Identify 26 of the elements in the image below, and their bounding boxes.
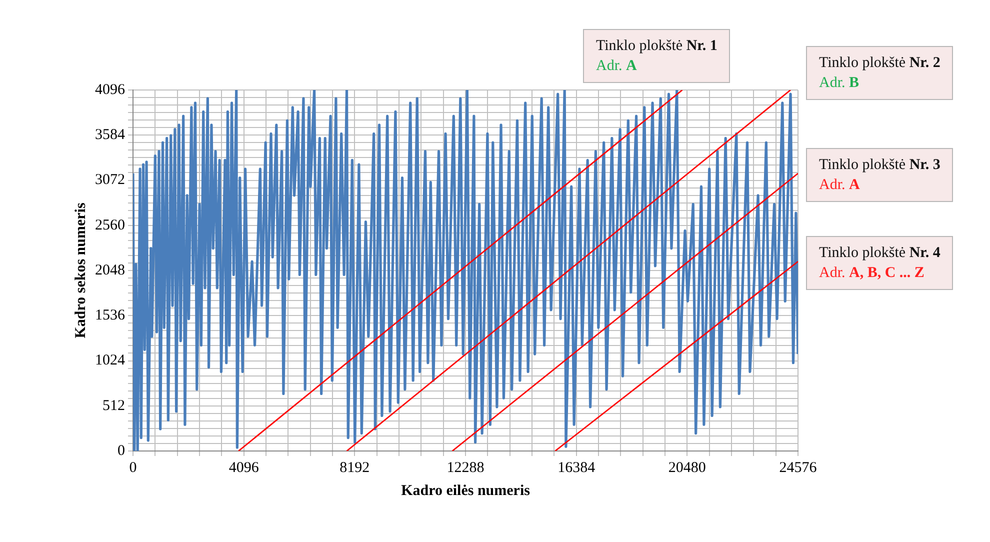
- y-tick-label: 3584: [95, 127, 126, 144]
- x-axis-title: Kadro eilės numeris: [401, 482, 530, 499]
- y-tick-label: 1536: [95, 308, 126, 324]
- text: Adr. A, B, C ... Z: [819, 265, 924, 281]
- y-tick-label: 2560: [95, 217, 125, 234]
- x-tick-label: 12288: [446, 460, 484, 476]
- y-tick-label: 0: [118, 442, 125, 459]
- text: Adr. B: [819, 75, 860, 91]
- text: Tinklo plokštė Nr. 1: [596, 38, 718, 54]
- text: Adr. A: [596, 58, 637, 74]
- text: Tinklo plokštė Nr. 2: [819, 55, 940, 71]
- y-tick-label: 512: [102, 398, 125, 414]
- y-tick-label: 4096: [95, 82, 126, 98]
- y-tick-label: 1024: [95, 352, 126, 369]
- text: Tinklo plokštė Nr. 4: [819, 245, 940, 261]
- x-tick-label: 4096: [228, 460, 260, 476]
- text: Tinklo plokštė Nr. 3: [819, 157, 940, 173]
- y-tick-label: 3072: [95, 172, 125, 188]
- x-tick-label: 16384: [558, 460, 596, 476]
- y-tick-label: 2048: [95, 262, 125, 278]
- x-tick-label: 20480: [668, 460, 706, 476]
- text: Adr. A: [819, 177, 860, 193]
- x-tick-label: 24576: [779, 460, 818, 476]
- y-axis-title: Kadro sekos numeris: [72, 202, 89, 338]
- x-tick-label: 0: [129, 460, 137, 476]
- x-tick-label: 8192: [340, 460, 370, 476]
